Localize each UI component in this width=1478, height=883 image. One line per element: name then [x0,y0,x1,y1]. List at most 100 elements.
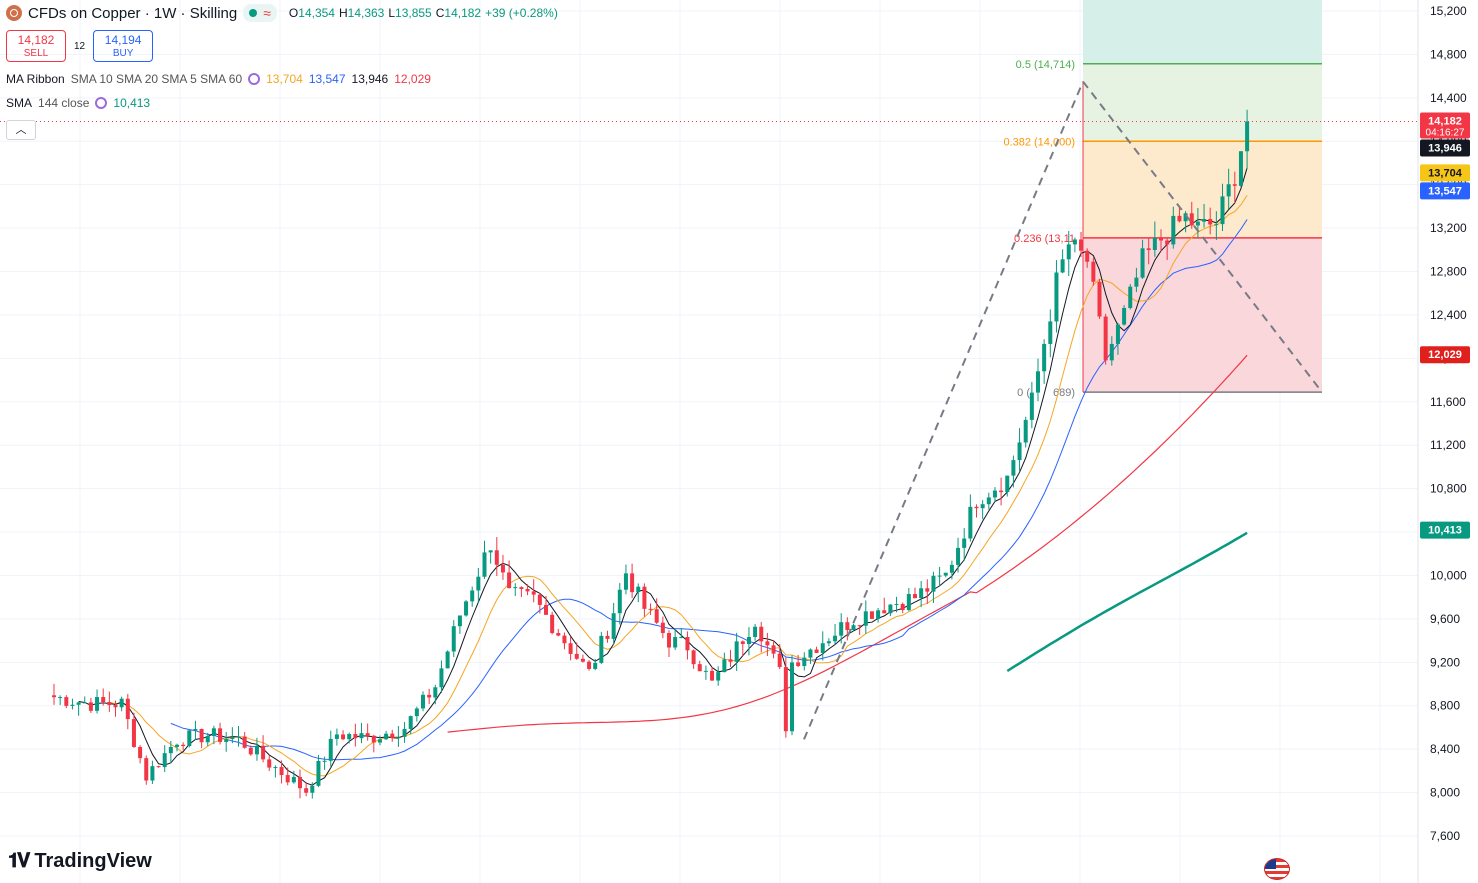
candle[interactable] [845,617,850,641]
candle[interactable] [267,755,272,772]
candle[interactable] [919,580,924,608]
candle[interactable] [1029,381,1034,429]
candle[interactable] [175,743,179,752]
candle[interactable] [494,537,499,576]
candle[interactable] [1226,168,1231,210]
candle[interactable] [156,765,161,768]
tradingview-logo[interactable]: 𝟏𝐕 TradingView [8,850,152,873]
candle[interactable] [291,770,296,784]
candle[interactable] [488,550,493,564]
candle[interactable] [894,596,899,613]
price-tag[interactable]: 12,029 [1420,346,1470,364]
candle[interactable] [470,586,475,607]
candle[interactable] [599,631,604,665]
candle[interactable] [1232,171,1237,204]
candle[interactable] [359,722,364,744]
candle[interactable] [482,540,487,579]
candle[interactable] [667,630,671,657]
candle[interactable] [513,583,518,597]
candle[interactable] [574,642,579,660]
candle[interactable] [648,603,653,615]
candle[interactable] [421,691,425,712]
candle[interactable] [224,732,229,752]
candle[interactable] [550,611,555,635]
candle[interactable] [1103,313,1108,365]
candle[interactable] [1245,109,1250,169]
candle[interactable] [193,720,198,740]
candle[interactable] [119,696,124,712]
candle[interactable] [710,667,715,681]
candle[interactable] [746,627,751,656]
candle[interactable] [562,632,567,650]
candle[interactable] [304,781,309,797]
candle[interactable] [457,615,462,634]
candle[interactable] [808,648,813,664]
candle[interactable] [230,727,235,744]
candle[interactable] [248,745,253,756]
candle[interactable] [722,652,727,673]
candle[interactable] [427,688,432,705]
candle[interactable] [464,600,469,617]
candle[interactable] [107,691,112,712]
candle[interactable] [820,631,825,661]
price-tag[interactable]: 13,704 [1420,164,1470,182]
us-flag-icon[interactable] [1264,858,1290,880]
candle[interactable] [623,564,628,595]
candle[interactable] [1152,221,1157,257]
candle[interactable] [242,731,247,749]
candle[interactable] [1208,207,1213,235]
fib-retracement[interactable]: 0.5 (14,714) 0.382 (14,000) 0.236 (13,11 0 … [1003,0,1322,399]
candle[interactable] [949,560,954,580]
candle[interactable] [703,665,708,680]
candle[interactable] [1066,231,1071,276]
candle[interactable] [396,726,401,747]
candle[interactable] [992,487,997,502]
candle[interactable] [869,611,874,620]
candle[interactable] [334,728,339,746]
candle[interactable] [790,655,794,736]
candle[interactable] [371,734,376,753]
candle[interactable] [771,640,776,659]
candle[interactable] [1036,358,1040,402]
candle[interactable] [476,568,481,603]
price-axis[interactable]: 7,600 8,000 8,400 8,800 9,200 9,600 10,000 10,4… [1417,0,1470,883]
dashed-trend-up[interactable] [803,81,1084,740]
candlestick-series[interactable] [52,109,1250,799]
candle[interactable] [439,660,444,694]
candle[interactable] [906,587,911,612]
candle[interactable] [187,729,192,748]
candle[interactable] [986,492,991,510]
candle[interactable] [1220,183,1225,231]
candle[interactable] [1214,211,1219,241]
candle[interactable] [679,628,684,639]
candle[interactable] [1195,208,1200,238]
candle[interactable] [691,649,696,669]
collapse-legend-button[interactable]: ︿ [6,120,36,140]
candle[interactable] [199,728,204,749]
candle[interactable] [64,695,69,709]
candle[interactable] [728,649,733,667]
candle[interactable] [347,732,352,744]
candle[interactable] [1042,339,1047,384]
candle[interactable] [1202,203,1207,228]
candle[interactable] [544,595,548,615]
candle[interactable] [925,579,930,604]
candle[interactable] [999,477,1004,506]
sell-button[interactable]: 14,182 SELL [6,30,66,62]
candle[interactable] [796,654,801,668]
candle[interactable] [1128,284,1133,310]
candle[interactable] [587,659,592,671]
candle[interactable] [1177,207,1182,223]
candle[interactable] [630,563,635,599]
candle[interactable] [1091,257,1096,286]
candle[interactable] [353,723,358,747]
candle[interactable] [888,604,893,617]
candle[interactable] [1072,237,1077,253]
candle[interactable] [833,624,838,645]
candle[interactable] [753,623,758,641]
candle[interactable] [1165,237,1170,260]
candle[interactable] [131,712,136,748]
candle[interactable] [1085,248,1090,268]
candle[interactable] [734,632,739,671]
candle[interactable] [913,587,917,599]
